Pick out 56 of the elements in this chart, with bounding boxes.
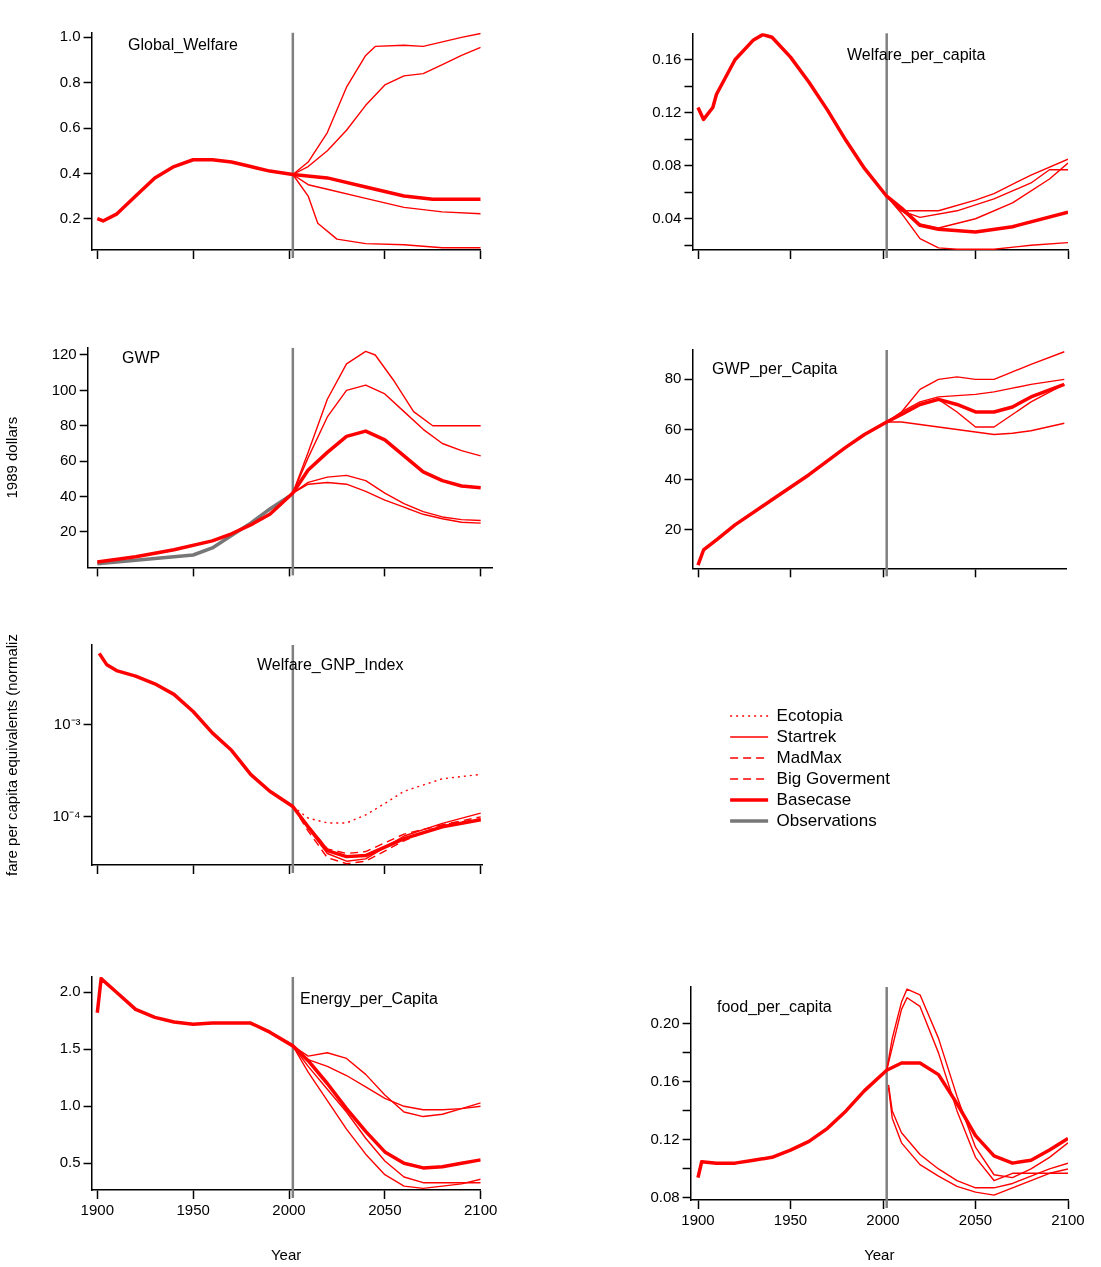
y-tick-label: 2.0 [59,982,81,1000]
y-tick-label: 1.0 [59,1096,81,1114]
y-tick-label: 0.4 [59,163,81,181]
y-tick-label: 10⁻³ [53,715,81,733]
y-tick-label: 1.0 [59,27,81,45]
y-axis-title: 1989 dollars [3,416,21,499]
y-tick-label: 0.16 [652,49,682,67]
y-tick-label: 120 [51,345,77,363]
legend-label: Startrek [776,726,837,746]
y-tick-label: 0.12 [652,102,682,120]
y-tick-label: 0.2 [59,208,81,226]
y-tick-label: 10⁻⁴ [52,807,81,825]
x-tick-label: 2050 [368,1201,402,1219]
x-axis-title: Year [864,1246,895,1264]
x-tick-label: 2000 [866,1211,900,1229]
y-tick-label: 0.12 [650,1130,680,1148]
y-tick-label: 0.5 [59,1153,81,1171]
y-tick-label: 40 [60,486,77,504]
y-tick-label: 0.08 [652,155,682,173]
y-tick-label: 40 [664,469,682,487]
legend-label: MadMax [776,747,843,767]
x-axis-title: Year [270,1246,302,1264]
legend-label: Observations [776,810,877,830]
x-tick-label: 2100 [464,1201,498,1219]
x-tick-label: 2000 [272,1201,306,1219]
y-tick-label: 0.08 [650,1188,680,1206]
chart-title: GWP [122,349,161,367]
text: GWP_per_Capita [712,360,838,378]
y-tick-label: 0.8 [59,72,81,90]
y-tick-label: 1.5 [59,1039,81,1057]
legend-label: Basecase [776,789,852,809]
y-tick-label: 60 [60,451,77,469]
x-tick-label: 2100 [1051,1211,1085,1229]
y-tick-label: 60 [664,419,682,437]
x-tick-label: 1950 [176,1201,210,1219]
x-tick-label: 1900 [681,1211,715,1229]
y-tick-label: 80 [664,369,682,387]
y-tick-label: 100 [51,380,77,398]
legend-label: Big Goverment [776,768,891,788]
x-tick-label: 1950 [773,1211,808,1229]
x-tick-label: 1900 [80,1201,114,1219]
text: Energy_per_Capita [300,990,438,1008]
text: Welfare_per_capita [847,46,986,64]
y-tick-label: 20 [664,520,682,538]
y-tick-label: 0.20 [650,1013,680,1031]
chart-title: Global_Welfare [128,36,238,54]
text: Welfare_GNP_Index [257,656,404,674]
legend-label: Ecotopia [776,705,844,725]
y-tick-label: 20 [60,522,77,540]
y-tick-label: 0.04 [652,208,682,226]
y-axis-title: fare per capita equivalents (normaliz [3,634,21,876]
y-tick-label: 0.6 [59,118,81,136]
text: food_per_capita [717,998,832,1016]
y-tick-label: 0.16 [650,1072,680,1090]
x-tick-label: 2050 [958,1211,993,1229]
y-tick-label: 80 [60,415,77,433]
